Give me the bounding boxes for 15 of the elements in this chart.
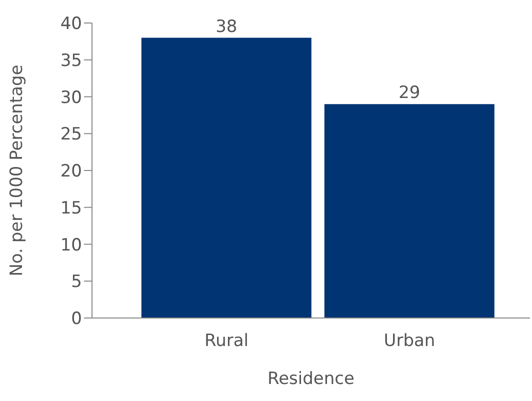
y-axis-title: No. per 1000 Percentage (7, 64, 28, 276)
x-axis-title: Residence (268, 369, 354, 389)
y-tick-label: 40 (60, 14, 82, 34)
y-tick-label: 15 (60, 198, 82, 218)
y-tick-label: 30 (60, 88, 82, 108)
x-tick-label: Urban (384, 331, 436, 352)
x-tick-label: Rural (204, 331, 248, 352)
y-tick-label: 35 (60, 50, 82, 71)
y-tick-label: 5 (71, 272, 82, 292)
data-label: 29 (398, 83, 420, 104)
y-tick-label: 20 (60, 162, 82, 182)
data-label: 38 (216, 16, 238, 37)
y-tick-label: 10 (60, 235, 82, 256)
y-tick-label: 25 (60, 124, 82, 145)
y-tick-label: 0 (71, 309, 82, 330)
